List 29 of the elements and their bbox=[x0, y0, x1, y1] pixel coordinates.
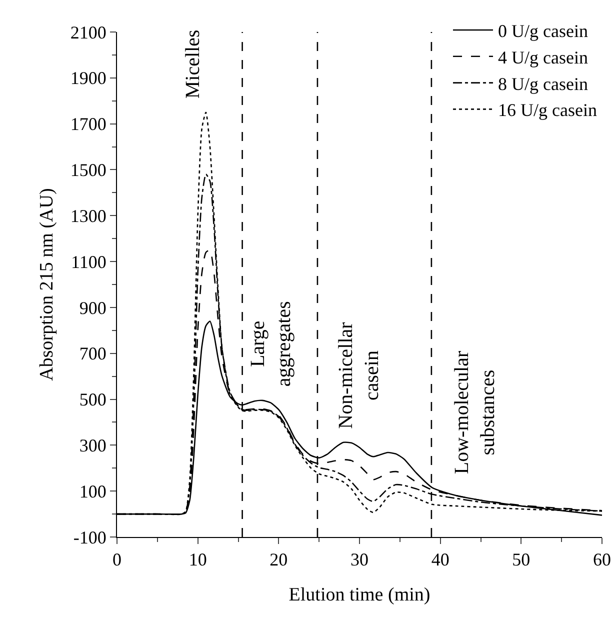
y-tick-label: 500 bbox=[79, 390, 106, 410]
annotation: Non-micellar casein bbox=[334, 322, 383, 429]
x-tick-label: 40 bbox=[431, 550, 450, 570]
y-tick-label: 100 bbox=[79, 481, 106, 502]
y-tick-label: 1300 bbox=[70, 206, 106, 226]
x-tick-label: 10 bbox=[188, 550, 207, 570]
x-tick-label: 50 bbox=[512, 550, 530, 570]
x-tick-label: 30 bbox=[350, 550, 368, 570]
x-tick-label: 0 bbox=[112, 550, 122, 570]
y-tick-label: 1900 bbox=[70, 68, 106, 88]
legend-label: 16 U/g casein bbox=[498, 100, 597, 120]
y-tick-label: 1700 bbox=[70, 114, 106, 134]
y-tick-label: 700 bbox=[79, 344, 106, 364]
y-tick-label: 2100 bbox=[70, 22, 106, 42]
legend-label: 0 U/g casein bbox=[498, 21, 588, 42]
y-tick-label: 1500 bbox=[70, 160, 106, 180]
x-axis-title: Elution time (min) bbox=[288, 584, 430, 606]
y-tick-label: 300 bbox=[79, 435, 106, 456]
annotation: Large aggregates bbox=[246, 300, 295, 387]
y-tick-label: 900 bbox=[79, 298, 106, 318]
y-tick-label: -100 bbox=[73, 527, 106, 548]
x-tick-label: 60 bbox=[593, 550, 611, 570]
y-tick-label: 1100 bbox=[71, 252, 106, 272]
x-tick-label: 20 bbox=[270, 550, 288, 570]
legend-label: 4 U/g casein bbox=[498, 47, 588, 68]
annotation: Low-molecular substances bbox=[450, 350, 499, 474]
y-axis-title: Absorption 215 nm (AU) bbox=[36, 188, 58, 381]
legend-label: 8 U/g casein bbox=[498, 74, 588, 94]
annotation: Micelles bbox=[182, 30, 204, 99]
